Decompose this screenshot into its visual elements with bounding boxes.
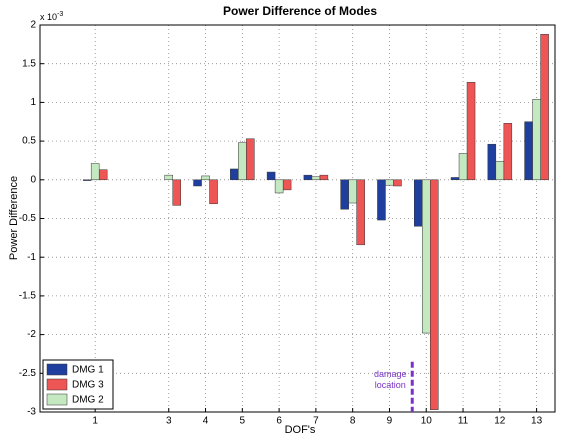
bar: [503, 123, 513, 181]
bar: [487, 143, 497, 181]
x-tick-label: 4: [203, 416, 209, 427]
bar: [377, 179, 386, 221]
bar: [356, 179, 365, 246]
bar: [201, 175, 210, 181]
y-tick-label: -1.5: [19, 291, 37, 302]
x-tick-label: 3: [166, 416, 172, 427]
bar: [303, 174, 313, 181]
bar: [319, 174, 329, 181]
bar: [414, 179, 423, 227]
annotation-text: damage: [374, 369, 407, 379]
multiplier-base: x 10: [40, 12, 57, 22]
bar: [348, 179, 357, 204]
x-tick-label: 8: [350, 416, 356, 427]
bar: [430, 179, 439, 410]
y-tick-label: 0.5: [22, 136, 36, 147]
plot-frame: [39, 24, 556, 413]
bar: [82, 179, 92, 181]
bar: [532, 99, 541, 181]
x-tick-label: 12: [494, 416, 506, 427]
legend-swatch: [46, 393, 68, 406]
bar: [393, 179, 402, 187]
plot-area: [40, 25, 555, 412]
bar: [230, 168, 239, 181]
x-axis-label: DOF's: [285, 424, 316, 436]
bar: [98, 169, 108, 181]
legend-swatch: [46, 378, 68, 391]
bar: [164, 174, 173, 181]
bar: [282, 179, 292, 191]
y-tick-label: -2: [27, 329, 36, 340]
bar: [422, 179, 431, 334]
bar: [311, 176, 321, 181]
legend-swatch: [46, 363, 68, 376]
bar: [266, 171, 276, 181]
y-tick-label: 0: [30, 174, 36, 185]
bar: [238, 142, 247, 181]
bar: [495, 160, 505, 181]
bar: [540, 34, 549, 181]
bar: [274, 179, 284, 194]
x-tick-label: 5: [240, 416, 246, 427]
legend-label: DMG 1: [72, 365, 104, 376]
bar: [193, 179, 202, 187]
bar: [450, 177, 460, 181]
x-tick-label: 7: [313, 416, 319, 427]
bar: [209, 179, 218, 205]
y-tick-label: -0.5: [19, 213, 37, 224]
y-axis-label: Power Difference: [8, 176, 20, 260]
y-multiplier: x 10-3: [40, 11, 63, 23]
y-tick-label: -2.5: [19, 368, 37, 379]
chart-title: Power Difference of Modes: [223, 4, 377, 18]
bar: [246, 138, 255, 181]
x-tick-label: 9: [387, 416, 393, 427]
bar: [172, 179, 181, 206]
x-tick-label: 13: [531, 416, 543, 427]
y-tick-label: -3: [27, 407, 36, 418]
y-tick-label: -1: [27, 252, 36, 263]
y-tick-label: 2: [30, 20, 36, 31]
x-tick-label: 1: [92, 416, 98, 427]
legend-label: DMG 3: [72, 380, 104, 391]
x-tick-label: 10: [421, 416, 433, 427]
bar: [340, 179, 349, 210]
bar: [458, 153, 468, 181]
y-tick-label: 1.5: [22, 58, 36, 69]
x-tick-label: 11: [458, 416, 469, 427]
legend-label: DMG 2: [72, 395, 104, 406]
multiplier-exponent: -3: [57, 11, 63, 18]
annotation-text: location: [375, 380, 406, 390]
bar: [385, 179, 394, 186]
bar: [90, 163, 100, 181]
bar: [466, 82, 476, 181]
y-tick-label: 1: [30, 97, 36, 108]
bar: [524, 121, 533, 181]
x-tick-label: 6: [276, 416, 282, 427]
